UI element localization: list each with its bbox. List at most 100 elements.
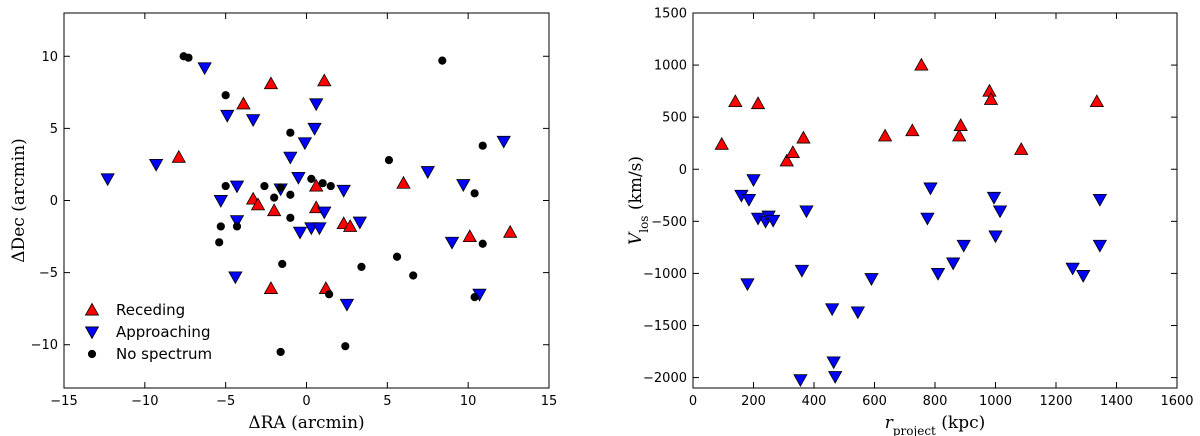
approaching-point [229,215,245,229]
receding-point [171,149,186,163]
approaching-point [824,303,840,317]
receding-point [914,57,929,71]
receding-point [342,219,358,232]
no-spectrum-point [438,56,447,65]
y-axis-label: ΔDec (arcmin) [9,138,29,262]
approaching-point [456,179,471,192]
receding-point [750,96,766,110]
no-spectrum-point [221,91,230,100]
y-tick-label: −2000 [643,371,687,386]
approaching-point [799,205,814,219]
approaching-point [1065,262,1080,276]
y-tick-label: −1000 [643,267,687,282]
no-spectrum-point [326,181,335,191]
approaching-point [496,135,511,149]
y-tick-label: 0 [679,163,687,178]
plot-frame [63,12,550,389]
y-tick-label: 10 [41,50,58,65]
x-tick-label: 1200 [1039,394,1072,409]
x-axis-label: rproject (kpc) [885,413,986,436]
receding-point [263,281,279,294]
receding-point [728,94,743,108]
approaching-point [197,62,212,76]
approaching-point [986,191,1002,205]
approaching-point [352,216,368,230]
approaching-point [741,193,757,207]
y-tick-label: −5 [39,266,58,281]
approaching-point [283,151,298,165]
approaching-point [827,371,843,384]
approaching-point [992,205,1008,219]
approaching-point [317,206,332,220]
approaching-point [291,171,306,185]
no-spectrum-point [392,252,402,261]
receding-point [952,128,967,142]
approaching-point [956,239,971,253]
x-tick-label: −10 [131,394,158,409]
x-tick-label: 1600 [1160,394,1193,409]
plot-frame [692,12,1178,389]
no-spectrum-point [325,290,334,299]
no-spectrum-point [384,156,394,165]
x-tick-label: −15 [50,394,77,409]
approaching-point [220,109,235,123]
receding-point [1089,94,1105,108]
no-spectrum-point [184,53,193,62]
approaching-point [746,174,761,187]
approaching-point [850,306,866,320]
receding-point [396,175,411,189]
receding-point [503,224,518,238]
receding-point [236,96,251,110]
no-spectrum-point [232,222,242,231]
approaching-point [930,267,946,281]
receding-point [785,145,801,159]
no-spectrum-point [276,347,285,357]
no-spectrum-point [341,342,350,351]
approaching-point [228,271,243,285]
receding-point [905,123,920,137]
approaching-point [307,122,322,136]
x-tick-label: 800 [923,394,948,409]
no-spectrum-point [215,238,224,247]
x-tick-label: 15 [541,394,558,409]
no-spectrum-point [260,181,269,191]
approaching-point [297,137,313,151]
approaching-point [945,257,961,271]
x-tick-label: 0 [302,394,310,409]
legend-marker [84,302,100,316]
approaching-point [920,212,935,226]
x-tick-label: 1400 [1100,394,1133,409]
x-axis-label: ΔRA (arcmin) [248,413,364,433]
x-tick-label: 5 [383,394,391,409]
receding-point [953,118,968,131]
no-spectrum-point [286,213,295,222]
receding-point [266,203,282,217]
approaching-point [339,298,355,312]
y-tick-label: 1000 [654,59,687,74]
x-tick-label: 600 [862,394,887,409]
approaching-point [100,173,115,187]
receding-point [1014,142,1029,155]
right-panel-velocity-radius: 0 200 400 600 800 1000 1200 1400 1600 −2000 −1500 −… [626,7,1194,436]
approaching-point [740,278,755,292]
x-tick-label: 0 [689,394,697,409]
approaching-point [864,273,879,286]
approaching-point [826,356,841,370]
receding-point [796,130,811,144]
receding-point [983,92,999,105]
no-spectrum-point [286,128,295,137]
no-spectrum-point [221,181,230,191]
legend-marker [87,349,97,359]
approaching-point [148,158,164,172]
approaching-point [292,226,308,240]
no-spectrum-point [216,222,225,231]
approaching-point [988,230,1003,244]
no-spectrum-point [478,141,487,150]
approaching-point [245,114,261,128]
left-panel-sky-positions: −15 −10 −5 0 5 10 15 −10 −5 0 5 10 ΔRA (arcmin) ΔDec … [9,12,558,433]
no-spectrum-point [286,190,295,199]
x-tick-label: 200 [741,394,766,409]
x-tick-label: 400 [802,394,827,409]
approaching-point [336,184,351,198]
